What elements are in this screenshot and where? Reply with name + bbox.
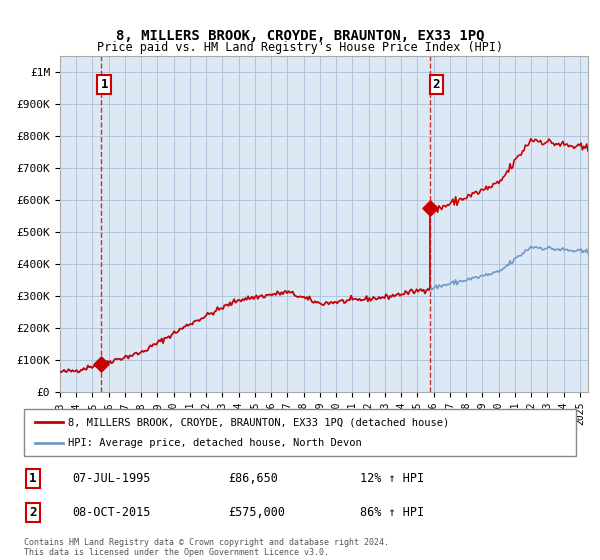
Text: £86,650: £86,650	[228, 472, 278, 486]
Text: 1: 1	[100, 78, 108, 91]
Point	[425, 203, 435, 212]
Text: 08-OCT-2015: 08-OCT-2015	[72, 506, 151, 519]
Text: 07-JUL-1995: 07-JUL-1995	[72, 472, 151, 486]
Text: Price paid vs. HM Land Registry's House Price Index (HPI): Price paid vs. HM Land Registry's House …	[97, 41, 503, 54]
Text: 8, MILLERS BROOK, CROYDE, BRAUNTON, EX33 1PQ: 8, MILLERS BROOK, CROYDE, BRAUNTON, EX33…	[116, 29, 484, 44]
Text: 8, MILLERS BROOK, CROYDE, BRAUNTON, EX33 1PQ (detached house): 8, MILLERS BROOK, CROYDE, BRAUNTON, EX33…	[68, 417, 449, 427]
Text: 2: 2	[29, 506, 37, 519]
Text: 1: 1	[29, 472, 37, 486]
Text: 12% ↑ HPI: 12% ↑ HPI	[360, 472, 424, 486]
Point	[96, 360, 106, 368]
Text: HPI: Average price, detached house, North Devon: HPI: Average price, detached house, Nort…	[68, 438, 362, 448]
Text: £575,000: £575,000	[228, 506, 285, 519]
Text: 2: 2	[433, 78, 440, 91]
FancyBboxPatch shape	[24, 409, 576, 456]
Text: Contains HM Land Registry data © Crown copyright and database right 2024.
This d: Contains HM Land Registry data © Crown c…	[24, 538, 389, 557]
Text: 86% ↑ HPI: 86% ↑ HPI	[360, 506, 424, 519]
